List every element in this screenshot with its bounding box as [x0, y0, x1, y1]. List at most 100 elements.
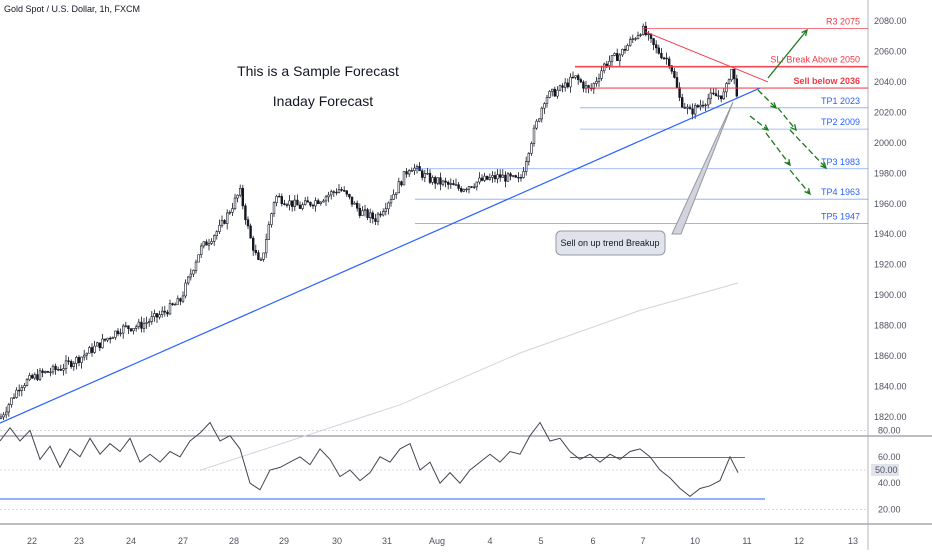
candle-body [405, 171, 408, 175]
candle-body [491, 175, 494, 178]
callout[interactable]: Sell on up trend Breakup [555, 101, 734, 256]
forecast-arrow-head [820, 162, 828, 170]
candle-body [49, 371, 52, 374]
rsi-value-badge [871, 464, 899, 476]
candle-body [574, 75, 577, 78]
candle-body [652, 38, 655, 46]
level-label-7: TP4 1963 [821, 187, 860, 197]
candle-body [303, 200, 307, 205]
candle-body [631, 38, 635, 40]
candle-body [735, 78, 739, 97]
rsi-tick-label: 60.00 [878, 452, 901, 462]
candle-body [275, 195, 278, 203]
candle-body [56, 368, 60, 371]
forecast-arrow-shaft [777, 107, 797, 131]
candle-body [626, 45, 629, 51]
candle-body [17, 389, 21, 392]
candle-body [639, 34, 642, 36]
candle-body [563, 82, 567, 88]
rsi-pane: 20.00 40.00 60.00 80.00 50.00 [0, 421, 901, 515]
candle-body [480, 177, 484, 181]
candle-body [576, 75, 580, 80]
candle-body [475, 181, 478, 188]
candle-body [155, 313, 159, 318]
candle-body [101, 338, 104, 349]
candle-body [511, 175, 515, 177]
candle-body [322, 200, 325, 203]
candle-body [184, 282, 187, 297]
candle-body [722, 91, 726, 100]
candle-body [277, 195, 281, 198]
time-tick-label: 29 [279, 536, 289, 546]
candle-body [270, 213, 273, 226]
candle-body [595, 80, 598, 84]
candle-body [579, 79, 583, 83]
falling-resistance-line [644, 31, 769, 83]
candle-body [168, 303, 172, 315]
candle-body [59, 368, 63, 371]
forecast-arrow-shaft [765, 132, 791, 166]
forecast-arrow-shaft [749, 115, 769, 131]
candle-body [306, 200, 309, 203]
candle-body [478, 177, 481, 183]
candle-body [314, 200, 317, 207]
candle-body [0, 416, 3, 419]
candle-body [524, 161, 528, 172]
forecast-arrow-shaft [789, 169, 811, 195]
candle-body [127, 325, 130, 329]
candle-body [213, 235, 216, 242]
candle-body [465, 188, 468, 191]
candle-body [153, 313, 156, 318]
forecast-headline: This is a Sample Forecast [237, 63, 399, 79]
time-axis[interactable]: 22 23 24 27 28 29 30 31 Aug 4 5 6 7 10 11 12 13 [27, 536, 858, 546]
candle-body [80, 356, 83, 363]
candle-body [262, 252, 265, 260]
candle-body [704, 104, 707, 107]
candle-body [384, 208, 387, 212]
candle-body [319, 201, 322, 204]
candle-body [717, 95, 720, 97]
candle-body [426, 173, 429, 175]
candle-body [561, 85, 564, 88]
candle-body [439, 177, 442, 185]
candle-body [446, 182, 450, 185]
levels-layer: R3 2075 SL: Break Above 2050 Sell below 20… [415, 17, 868, 224]
time-tick-label: 24 [126, 536, 136, 546]
candle-body [132, 328, 135, 332]
candle-body [459, 188, 463, 192]
candle-body [431, 177, 434, 183]
candle-body [187, 276, 190, 284]
candle-body [210, 241, 213, 244]
candle-body [452, 183, 455, 186]
candle-body [25, 379, 29, 386]
candle-body [506, 173, 510, 182]
candle-body [345, 190, 348, 195]
candle-body [522, 171, 525, 178]
forecast-arrow-head [784, 158, 791, 167]
candle-body [83, 354, 86, 358]
candle-body [5, 411, 8, 416]
price-tick-label: 1840.00 [874, 382, 907, 392]
candle-body [259, 259, 263, 261]
candle-body [532, 127, 536, 144]
candle-body [335, 191, 338, 194]
candle-body [376, 213, 380, 222]
candle-body [553, 88, 557, 97]
price-axis[interactable]: 1820.00 1840.00 1860.00 1880.00 1900.00 1920.… [874, 16, 907, 422]
candle-body [241, 187, 244, 207]
candle-body [673, 70, 676, 78]
candle-body [488, 177, 491, 180]
time-tick-label: 4 [487, 536, 492, 546]
candle-body [519, 177, 523, 179]
level-label-4: TP1 2023 [821, 96, 860, 106]
level-label-6: TP3 1983 [821, 157, 860, 167]
forecast-arrow-head [770, 102, 778, 110]
price-tick-label: 1820.00 [874, 412, 907, 422]
candle-body [392, 194, 395, 200]
candle-body [249, 225, 252, 239]
candle-body [485, 175, 489, 180]
candle-body [309, 201, 312, 206]
candle-body [374, 218, 377, 222]
